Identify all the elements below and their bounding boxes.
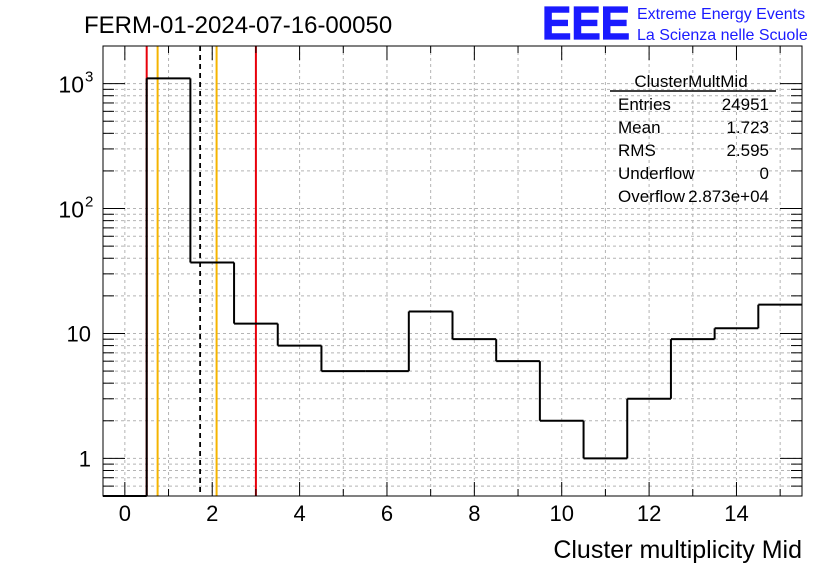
logo-line-2: La Scienza nelle Scuole [637, 27, 808, 44]
stats-row-label: Overflow [618, 187, 686, 206]
stats-row-value: 24951 [722, 95, 769, 114]
stats-box: ClusterMultMid Entries 24951 Mean 1.723 RMS 2… [610, 72, 776, 206]
y-tick-label: 1 [79, 446, 91, 471]
x-tick-label: 0 [119, 501, 131, 526]
x-tick-label: 10 [549, 501, 573, 526]
logo-mark: EEE [542, 0, 630, 49]
run-title: FERM-01-2024-07-16-00050 [84, 12, 392, 39]
stats-row-value: 2.873e+04 [688, 187, 769, 206]
x-tick-label: 6 [381, 501, 393, 526]
stats-row-value: 1.723 [726, 118, 769, 137]
x-tick-label: 4 [293, 501, 305, 526]
histogram-bins [103, 77, 802, 497]
y-tick-exponent: 2 [85, 194, 93, 211]
y-tick-label: 10 [67, 321, 91, 346]
x-axis-label: Cluster multiplicity Mid [553, 536, 802, 564]
stats-row-label: Underflow [618, 164, 695, 183]
stats-row-label: Entries [618, 95, 671, 114]
plot-frame [102, 45, 803, 497]
eee-logo: EEE Extreme Energy Events La Scienza nel… [541, 0, 808, 50]
logo-line-1: Extreme Energy Events [637, 6, 805, 23]
reference-lines [145, 46, 257, 496]
stats-row-label: RMS [618, 141, 656, 160]
stats-title: ClusterMultMid [634, 72, 747, 91]
y-tick-label: 10 [58, 197, 84, 223]
grid [103, 46, 802, 496]
y-tick-label: 10 [58, 72, 84, 98]
stats-row-value: 0 [760, 164, 769, 183]
y-tick-exponent: 3 [85, 69, 93, 86]
stats-row-value: 2.595 [726, 141, 769, 160]
x-tick-label: 2 [206, 501, 218, 526]
x-tick-label: 8 [468, 501, 480, 526]
stats-row-label: Mean [618, 118, 661, 137]
x-tick-label: 14 [724, 501, 748, 526]
x-tick-label: 12 [637, 501, 661, 526]
